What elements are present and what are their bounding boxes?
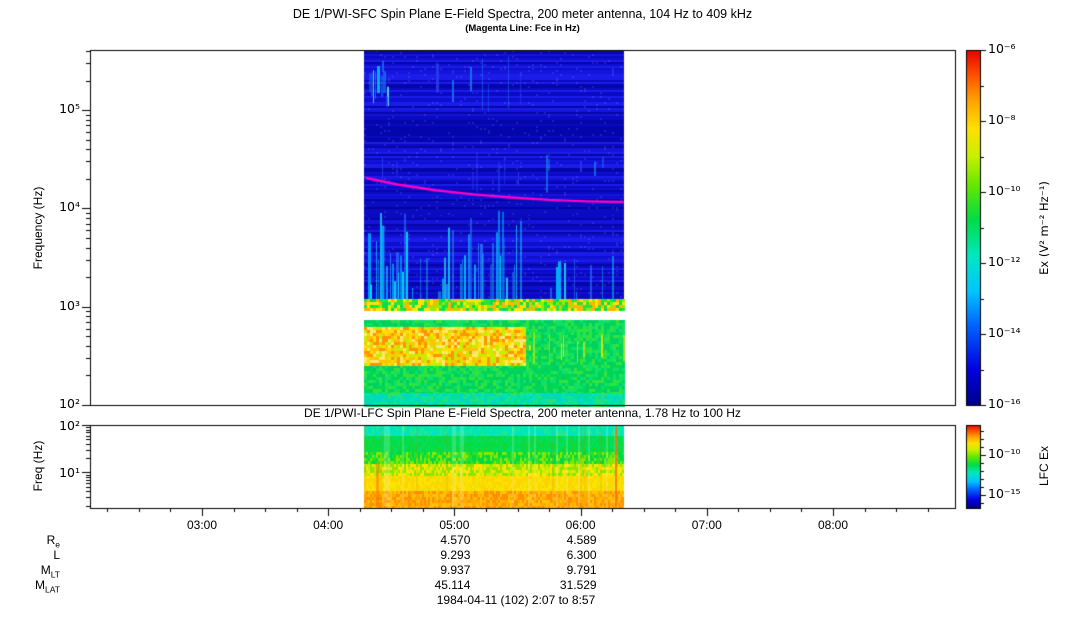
- sfc-y-tick-label: 10³: [59, 297, 80, 313]
- ephemeris-value: 31.529: [559, 578, 597, 592]
- time-tick-label: 05:00: [439, 518, 470, 532]
- time-tick-label: 07:00: [691, 518, 722, 532]
- sfc-y-tick-label: 10²: [59, 396, 80, 411]
- sfc-colorbar-tick-label: 10⁻¹⁶: [988, 396, 1021, 411]
- lfc-y-tick-label: 10¹: [59, 465, 80, 481]
- time-tick-label: 03:00: [186, 518, 218, 532]
- sfc-panel-title: DE 1/PWI-SFC Spin Plane E-Field Spectra,…: [292, 7, 753, 21]
- time-tick-label: 04:00: [313, 518, 344, 532]
- sfc-colorbar-tick-label: 10⁻¹²: [988, 254, 1021, 269]
- time-range-footer: 1984-04-11 (102) 2:07 to 8:57: [436, 593, 596, 607]
- sfc-y-tick-label: 10⁵: [59, 101, 80, 117]
- ephemeris-row-label: Re: [46, 533, 60, 550]
- time-tick-label: 06:00: [565, 518, 596, 532]
- ephemeris-value: 4.589: [566, 533, 597, 547]
- ephemeris-value: 45.114: [434, 578, 471, 592]
- sfc-colorbar-tick-label: 10⁻¹⁰: [988, 183, 1021, 198]
- sfc-colorbar-tick-label: 10⁻¹⁴: [988, 325, 1021, 340]
- ephemeris-value: 6.300: [566, 548, 597, 562]
- lfc-panel-title: DE 1/PWI-LFC Spin Plane E-Field Spectra,…: [304, 406, 741, 420]
- ephemeris-value: 9.937: [440, 563, 471, 577]
- ephemeris-value: 4.570: [440, 533, 471, 547]
- ephemeris-value: 9.791: [566, 563, 597, 577]
- ephemeris-row-label: MLAT: [35, 578, 60, 595]
- sfc-colorbar-tick-label: 10⁻⁸: [988, 112, 1016, 127]
- ephemeris-value: 9.293: [440, 548, 471, 562]
- lfc-colorbar-tick-label: 10⁻¹⁵: [988, 486, 1021, 501]
- ephemeris-row-label: L: [53, 548, 60, 562]
- lfc-y-tick-label: 10²: [59, 417, 80, 433]
- time-tick-label: 08:00: [817, 518, 849, 532]
- sfc-y-tick-label: 10⁴: [59, 199, 80, 215]
- ephemeris-row-label: MLT: [40, 563, 60, 580]
- sfc-colorbar-tick-label: 10⁻⁶: [988, 41, 1016, 56]
- lfc-colorbar-tick-label: 10⁻¹⁰: [988, 446, 1021, 461]
- sfc-panel-subtitle: (Magenta Line: Fce in Hz): [465, 23, 580, 34]
